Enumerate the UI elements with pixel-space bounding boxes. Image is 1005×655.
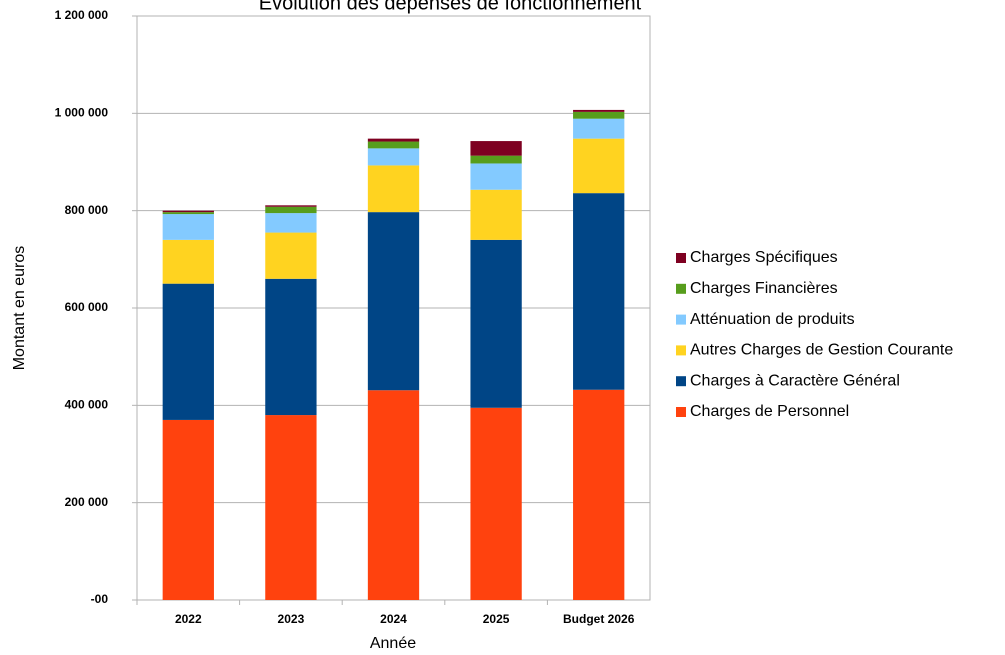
bar-segment (367, 138, 420, 142)
legend-swatch (676, 283, 686, 294)
bar-segment (470, 407, 522, 600)
bar-segment (573, 109, 625, 112)
bar-segment (470, 189, 522, 240)
legend-label: Charges Spécifiques (690, 249, 838, 266)
legend-label: Charges à Caractère Général (690, 372, 900, 389)
bar-segment (162, 419, 214, 600)
bar-segment (367, 148, 420, 166)
legend-label: Charges Financières (690, 280, 838, 297)
y-tick-label: 200 000 (65, 495, 109, 509)
legend-swatch (676, 345, 686, 356)
bar-segment (470, 155, 522, 164)
bar-segment (367, 165, 420, 213)
bar-segment (573, 389, 625, 600)
x-tick-label: Budget 2026 (563, 612, 635, 626)
bar-segment (265, 206, 317, 214)
bar-segment (162, 212, 214, 215)
bar-segment (265, 415, 317, 600)
x-tick-label: 2024 (380, 612, 407, 626)
y-tick-label: 1 200 000 (55, 8, 109, 22)
bar-segment (470, 239, 522, 408)
y-tick-label: 600 000 (65, 300, 109, 314)
legend-swatch (676, 314, 686, 325)
y-tick-label: 1 000 000 (55, 106, 109, 120)
bar-segment (162, 283, 214, 420)
bar-segment (470, 141, 522, 156)
x-axis-title: Année (370, 635, 416, 652)
bar-segment (162, 214, 214, 240)
legend-swatch (676, 253, 686, 263)
bar-segment (573, 193, 625, 390)
y-axis-title: Montant en euros (11, 246, 28, 371)
x-tick-label: 2022 (175, 612, 202, 626)
bar-segment (367, 141, 420, 149)
y-tick-label: 400 000 (65, 398, 109, 412)
x-tick-label: 2023 (278, 612, 305, 626)
legend-swatch (676, 407, 686, 417)
bar-segment (470, 163, 522, 190)
y-tick-label: -00 (91, 592, 109, 606)
bar-segment (162, 239, 214, 284)
bar-segment (265, 232, 317, 279)
chart-title: Évolution des dépenses de fonctionnement (259, 0, 642, 14)
legend-label: Autres Charges de Gestion Courante (690, 342, 953, 359)
bar-segment (573, 138, 625, 194)
legend-label: Atténuation de produits (690, 311, 855, 328)
legend-label: Charges de Personnel (690, 403, 849, 420)
y-tick-label: 800 000 (65, 203, 109, 217)
bar-segment (367, 212, 420, 391)
legend-swatch (676, 376, 686, 387)
x-tick-label: 2025 (483, 612, 510, 626)
bar-segment (573, 111, 625, 119)
bar-segment (265, 213, 317, 233)
bar-segment (265, 205, 317, 207)
bar-segment (162, 210, 214, 213)
bar-segment (265, 278, 317, 416)
bar-segment (573, 118, 625, 139)
bar-segment (367, 390, 420, 600)
